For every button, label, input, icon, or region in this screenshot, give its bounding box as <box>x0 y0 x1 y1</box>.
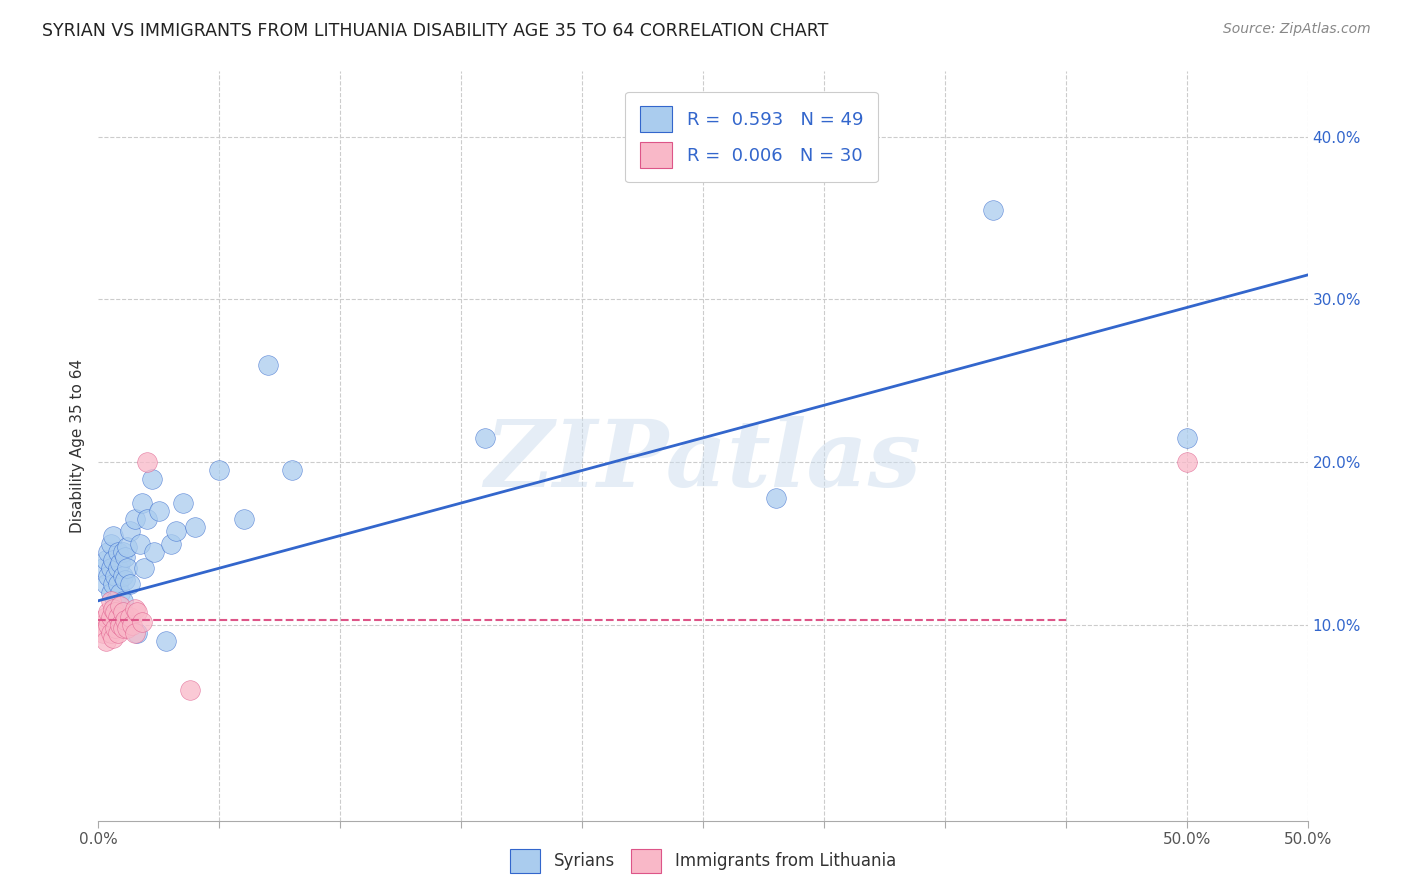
Point <box>97 618 120 632</box>
Point <box>111 593 134 607</box>
Point <box>121 618 143 632</box>
Text: ZIPatlas: ZIPatlas <box>485 416 921 506</box>
Point <box>90 618 112 632</box>
Point <box>107 610 129 624</box>
Point <box>281 463 304 477</box>
Point <box>100 585 122 599</box>
Point <box>104 605 127 619</box>
Point <box>94 610 117 624</box>
Point <box>101 577 124 591</box>
Point <box>124 602 146 616</box>
Text: Source: ZipAtlas.com: Source: ZipAtlas.com <box>1223 22 1371 37</box>
Point <box>97 569 120 583</box>
Point <box>97 605 120 619</box>
Point <box>114 549 136 564</box>
Point <box>94 577 117 591</box>
Point <box>107 626 129 640</box>
Point <box>97 545 120 559</box>
Point <box>232 512 254 526</box>
Point <box>91 561 114 575</box>
Y-axis label: Disability Age 35 to 64: Disability Age 35 to 64 <box>70 359 86 533</box>
Point <box>141 472 163 486</box>
Point <box>114 573 136 587</box>
Point <box>143 545 166 559</box>
Point <box>91 626 114 640</box>
Point <box>208 463 231 477</box>
Point <box>256 358 278 372</box>
Point <box>127 605 149 619</box>
Point <box>108 585 131 599</box>
Point <box>101 631 124 645</box>
Point <box>165 524 187 538</box>
Point <box>108 556 131 570</box>
Point <box>94 553 117 567</box>
Point <box>117 540 139 554</box>
Point <box>100 626 122 640</box>
Point <box>134 561 156 575</box>
Point <box>135 455 157 469</box>
Point <box>117 561 139 575</box>
Point <box>111 569 134 583</box>
Point <box>104 622 127 636</box>
Point <box>128 537 150 551</box>
Point <box>160 537 183 551</box>
Point <box>172 496 194 510</box>
Point <box>111 545 134 559</box>
Point <box>124 626 146 640</box>
Point <box>127 626 149 640</box>
Point <box>474 431 496 445</box>
Point <box>107 545 129 559</box>
Point <box>107 561 129 575</box>
Point <box>148 504 170 518</box>
Point <box>184 520 207 534</box>
Point <box>111 622 134 636</box>
Point <box>100 610 122 624</box>
Point <box>100 593 122 607</box>
Legend: R =  0.593   N = 49, R =  0.006   N = 30: R = 0.593 N = 49, R = 0.006 N = 30 <box>626 92 877 183</box>
Point <box>118 577 141 591</box>
Point <box>1175 431 1198 445</box>
Point <box>100 537 122 551</box>
Point <box>155 634 177 648</box>
Point <box>104 593 127 607</box>
Legend: Syrians, Immigrants from Lithuania: Syrians, Immigrants from Lithuania <box>503 842 903 880</box>
Point <box>765 491 787 505</box>
Point <box>107 577 129 591</box>
Point <box>101 602 124 616</box>
Point <box>101 553 124 567</box>
Point <box>94 634 117 648</box>
Point <box>179 683 201 698</box>
Point <box>131 615 153 629</box>
Point <box>114 613 136 627</box>
Point <box>117 622 139 636</box>
Point <box>1175 455 1198 469</box>
Text: SYRIAN VS IMMIGRANTS FROM LITHUANIA DISABILITY AGE 35 TO 64 CORRELATION CHART: SYRIAN VS IMMIGRANTS FROM LITHUANIA DISA… <box>42 22 828 40</box>
Point <box>124 512 146 526</box>
Point <box>131 496 153 510</box>
Point <box>118 610 141 624</box>
Point <box>104 569 127 583</box>
Point <box>108 618 131 632</box>
Point <box>100 561 122 575</box>
Point <box>101 528 124 542</box>
Point <box>118 524 141 538</box>
Point <box>108 599 131 613</box>
Point <box>111 605 134 619</box>
Point <box>135 512 157 526</box>
Point <box>981 202 1004 217</box>
